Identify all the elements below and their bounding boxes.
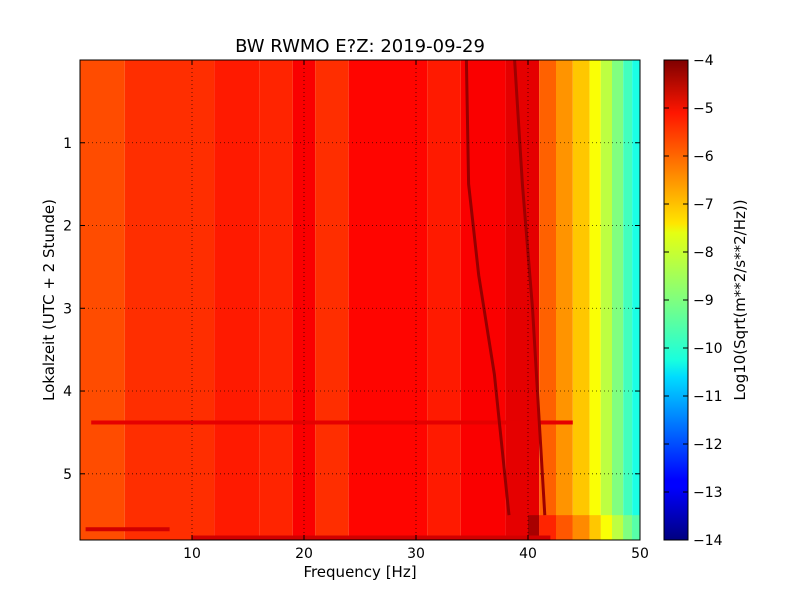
x-tick-label: 10	[183, 546, 201, 562]
heatmap-band	[315, 60, 349, 540]
heatmap-band-lower	[528, 515, 540, 540]
colorbar-tick-label: −11	[693, 389, 723, 405]
heatmap-horizontal-feature	[91, 420, 573, 425]
y-tick-label: 2	[63, 219, 72, 235]
heatmap-band	[214, 60, 260, 540]
grid-lines	[80, 60, 640, 540]
x-tick-label: 50	[631, 546, 649, 562]
heatmap-band-lower	[539, 515, 556, 540]
colorbar-tick-label: −5	[693, 101, 714, 117]
colorbar-tick-label: −14	[693, 533, 723, 549]
heatmap-band	[572, 60, 590, 540]
y-tick-label: 1	[63, 136, 72, 152]
heatmap-horizontal-feature	[85, 527, 170, 532]
heatmap-band	[124, 60, 215, 540]
heatmap-band	[600, 60, 612, 540]
heatmap-drifting-line	[513, 60, 547, 516]
heatmap-band	[589, 60, 601, 540]
x-tick-label: 30	[407, 546, 425, 562]
colorbar-tick-label: −7	[693, 197, 714, 213]
colorbar-tick-label: −10	[693, 341, 723, 357]
heatmap-band	[80, 60, 125, 540]
heatmap-band	[556, 60, 573, 540]
heatmap-band	[427, 60, 461, 540]
colorbar-tick-label: −4	[693, 53, 714, 69]
x-tick-label: 20	[295, 546, 313, 562]
x-tick-label: 40	[519, 546, 537, 562]
x-axis-label: Frequency [Hz]	[303, 563, 416, 581]
heatmap-drifting-line	[464, 60, 511, 516]
heatmap-band	[505, 60, 540, 540]
y-tick-label: 5	[63, 467, 72, 483]
heatmap-band	[623, 60, 633, 540]
plot-area	[80, 60, 640, 540]
heatmap-band	[632, 60, 640, 540]
colorbar-tick-label: −12	[693, 437, 723, 453]
colorbar-tick-label: −6	[693, 149, 714, 165]
x-axis: 10 20 30 40 50	[183, 60, 649, 562]
colorbar-tick-label: −9	[693, 293, 714, 309]
heatmap-band-lower	[556, 515, 573, 540]
heatmap-band-lower	[589, 515, 601, 540]
heatmap-band-lower	[572, 515, 590, 540]
y-tick-label: 4	[63, 384, 72, 400]
heatmap-band-lower	[623, 515, 633, 540]
heatmap-horizontal-feature	[192, 535, 551, 540]
colorbar-tick-label: −8	[693, 245, 714, 261]
heatmap-band-lower	[632, 515, 640, 540]
plot-frame	[79, 59, 641, 541]
y-axis: 1 2 3 4 5	[63, 136, 640, 483]
colorbar-label: Log10(Sqrt(m**2/s**2/Hz))	[731, 199, 749, 400]
heatmap-band-lower	[612, 515, 624, 540]
heatmap-band	[259, 60, 293, 540]
chart-title: BW RWMO E?Z: 2019-09-29	[235, 36, 485, 57]
y-axis-label: Lokalzeit (UTC + 2 Stunde)	[40, 199, 58, 401]
heatmap-band	[348, 60, 428, 540]
heatmap-band	[612, 60, 624, 540]
colorbar-tick-label: −13	[693, 485, 723, 501]
heatmap-band	[539, 60, 556, 540]
heatmap-band-lower	[600, 515, 612, 540]
y-tick-label: 3	[63, 301, 72, 317]
colorbar-ticks: −4 −5 −6 −7 −8 −9 −10 −11 −12 −13 −14	[664, 53, 723, 549]
